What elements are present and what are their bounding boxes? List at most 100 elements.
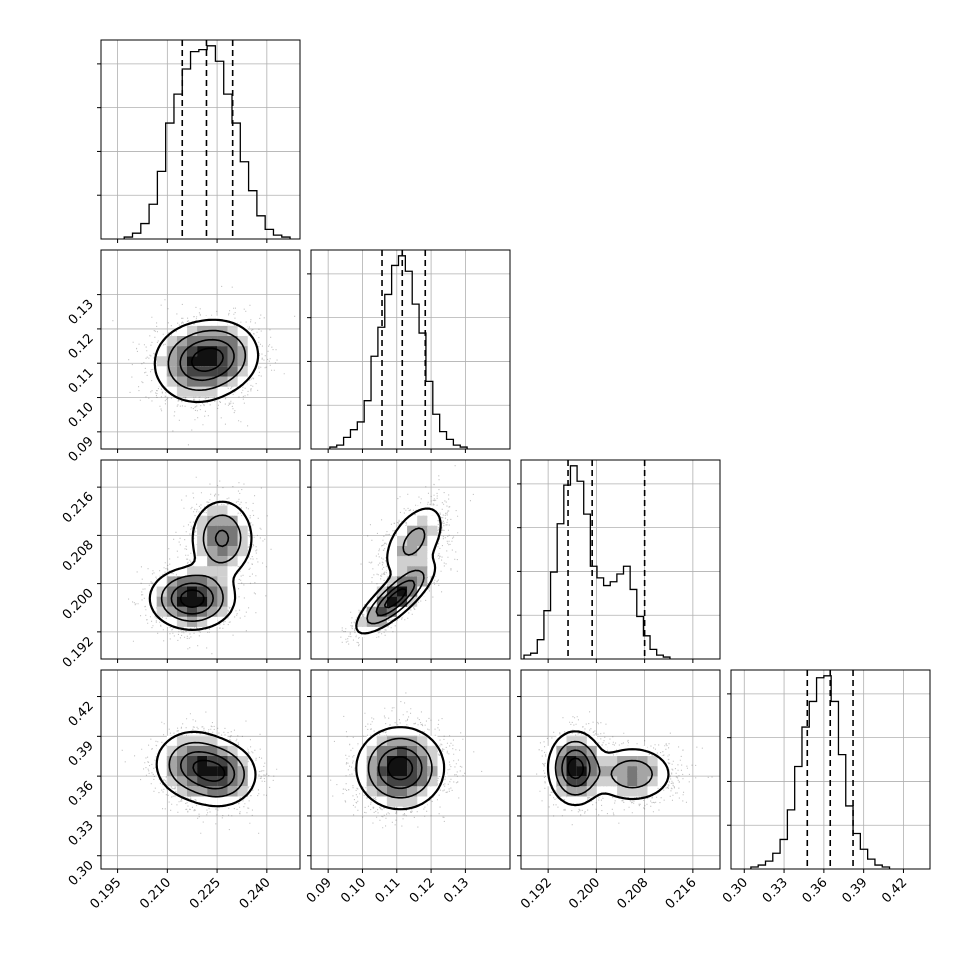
x-tick-label: 0.36 (800, 875, 831, 906)
scatter-panel-1-2 (307, 459, 511, 663)
density-cells (166, 735, 248, 797)
density-cells (166, 525, 238, 617)
y-tick-label: 0.216 (60, 489, 97, 526)
y-tick-label: 0.192 (60, 634, 97, 671)
y-tick-label: 0.13 (66, 297, 97, 328)
contour-line (148, 500, 253, 631)
x-tick-label: 0.39 (839, 875, 870, 906)
density-cells (376, 586, 408, 617)
contour-line (366, 527, 426, 625)
y-tick-label: 0.200 (60, 586, 97, 623)
x-tick-label: 0.13 (441, 875, 472, 906)
density-cells (156, 505, 248, 627)
contour-line (375, 579, 416, 617)
histogram-step (329, 255, 468, 449)
x-tick-label: 0.216 (663, 875, 700, 912)
contour-line (155, 730, 257, 808)
x-tick-label: 0.200 (566, 875, 603, 912)
panel-frame (310, 459, 511, 660)
contour-line (567, 757, 585, 780)
density-cells (176, 336, 238, 387)
contour-line (170, 529, 230, 615)
panel-frame (310, 669, 511, 870)
contour-line (355, 507, 442, 635)
y-tick-label: 0.12 (66, 331, 97, 362)
panel-content (101, 460, 300, 659)
contour-line (355, 726, 446, 811)
panel-content (311, 670, 510, 869)
density-cells (366, 735, 438, 797)
histogram-step (523, 465, 671, 659)
density-cells (386, 756, 408, 777)
density-cells (156, 315, 258, 397)
panel-content (311, 460, 510, 659)
density-cells (176, 745, 238, 797)
x-tick-label: 0.210 (137, 875, 174, 912)
density-cells (176, 586, 208, 607)
y-tick-label: 0.30 (66, 858, 97, 889)
panel-frame (310, 249, 511, 450)
density-cells (366, 735, 438, 807)
panel-frame (100, 459, 301, 660)
density-cells (187, 346, 218, 367)
panel-frame (100, 39, 301, 240)
density-cells (376, 745, 428, 797)
density-cells (556, 745, 658, 797)
density-cells (187, 756, 228, 787)
x-tick-label: 0.11 (373, 875, 404, 906)
panel-content (101, 670, 300, 869)
density-cells (176, 586, 208, 617)
panel-frame (520, 669, 721, 870)
panel-content (521, 670, 720, 869)
x-tick-label: 0.192 (518, 875, 555, 912)
scatter-panel-0-1: 0.090.10 0.110.120.13 (66, 249, 301, 465)
y-tick-label: 0.11 (66, 365, 97, 396)
scatter-panel-0-2: 0.192 0.200 0.208 0.216 (60, 459, 301, 671)
density-cells (566, 756, 587, 777)
density-cells (366, 525, 428, 627)
y-tick-label: 0.208 (60, 538, 97, 575)
x-tick-label: 0.42 (879, 875, 910, 906)
y-tick-label: 0.42 (66, 699, 97, 730)
scatter-points (121, 711, 278, 834)
panel-frame (730, 669, 931, 870)
contour-line (167, 329, 247, 391)
scatter-panel-1-3: 0.09 0.10 0.11 0.12 0.13 (304, 669, 511, 906)
contour-line (153, 318, 260, 404)
panel-content (101, 250, 300, 449)
panel-frame (100, 249, 301, 450)
contour-line (546, 730, 670, 807)
x-tick-label: 0.09 (304, 875, 335, 906)
x-tick-label: 0.12 (407, 875, 438, 906)
x-tick-label: 0.225 (187, 875, 224, 912)
contour-line (367, 737, 433, 799)
contour-line (160, 514, 242, 622)
density-cells (386, 586, 408, 607)
contour-line (180, 751, 236, 790)
y-tick-label: 0.09 (66, 434, 97, 465)
contour-line (179, 589, 205, 608)
contour-line (554, 740, 653, 796)
contour-line (190, 347, 224, 372)
density-cells (356, 515, 438, 627)
hist-panel-1 (307, 249, 511, 453)
y-tick-label: 0.33 (66, 818, 97, 849)
x-tick-label: 0.195 (87, 875, 124, 912)
contour-line (179, 338, 235, 382)
x-tick-label: 0.10 (338, 875, 369, 906)
scatter-panel-2-3: 0.192 0.200 0.208 0.216 (517, 669, 721, 912)
hist-panel-0 (97, 39, 301, 243)
contour-line (561, 749, 591, 788)
y-tick-label: 0.10 (66, 400, 97, 431)
contour-line (168, 741, 245, 798)
contour-line (384, 588, 407, 609)
density-cells (556, 735, 658, 797)
panel-frame (520, 459, 721, 660)
contour-line (192, 759, 226, 782)
x-tick-label: 0.30 (720, 875, 751, 906)
y-tick-label: 0.39 (66, 739, 97, 770)
contour-line (377, 747, 423, 790)
hist-panel-3: 0.30 0.33 0.36 0.39 0.42 (720, 669, 931, 906)
contour-line (387, 756, 414, 781)
